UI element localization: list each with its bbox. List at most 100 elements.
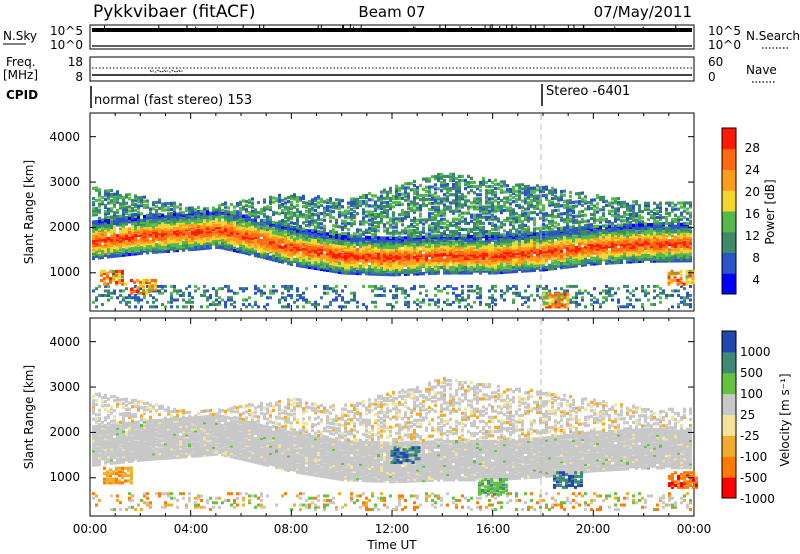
power-cell bbox=[341, 263, 344, 268]
power-cell bbox=[320, 263, 323, 268]
power-cell bbox=[290, 200, 293, 205]
power-cell bbox=[290, 296, 293, 300]
power-cell bbox=[290, 293, 293, 297]
power-cell bbox=[323, 218, 326, 222]
power-cell bbox=[473, 300, 476, 304]
power-cell bbox=[377, 196, 380, 200]
power-cell bbox=[188, 237, 191, 241]
power-cell bbox=[101, 235, 104, 240]
power-cell bbox=[125, 247, 128, 252]
power-cell bbox=[419, 198, 422, 202]
power-cell bbox=[113, 221, 116, 226]
power-cell bbox=[491, 221, 494, 225]
power-cell bbox=[284, 244, 287, 249]
power-cell bbox=[278, 232, 281, 236]
power-cell bbox=[329, 199, 332, 203]
power-cell bbox=[323, 262, 326, 267]
power-cell bbox=[299, 212, 302, 216]
freq-dropout-mark bbox=[156, 69, 159, 72]
power-cell bbox=[305, 263, 308, 267]
power-cell bbox=[476, 284, 479, 288]
power-cell bbox=[92, 207, 95, 211]
power-cell bbox=[173, 287, 176, 291]
power-cell bbox=[140, 247, 143, 252]
power-cell bbox=[320, 203, 323, 208]
power-cell bbox=[206, 305, 209, 309]
power-cell bbox=[332, 267, 335, 272]
power-cell bbox=[521, 191, 524, 195]
power-cell bbox=[470, 305, 473, 309]
power-cell bbox=[203, 284, 206, 288]
power-cell bbox=[197, 205, 200, 210]
power-cell bbox=[428, 303, 431, 307]
power-cell bbox=[146, 249, 149, 253]
power-cell bbox=[455, 254, 458, 259]
power-cell bbox=[215, 241, 218, 246]
power-cell bbox=[308, 229, 311, 233]
power-cell bbox=[167, 247, 170, 252]
power-cell bbox=[107, 249, 110, 253]
power-cell bbox=[329, 247, 332, 251]
power-cell bbox=[524, 263, 527, 268]
power-cell bbox=[113, 198, 116, 203]
power-cell bbox=[167, 206, 170, 210]
power-cell bbox=[182, 230, 185, 234]
power-cell bbox=[272, 258, 275, 262]
power-cell bbox=[164, 242, 167, 246]
power-cell bbox=[305, 236, 308, 240]
power-cell bbox=[221, 215, 224, 219]
power-cell bbox=[218, 300, 221, 304]
power-cell bbox=[275, 247, 278, 252]
power-cell bbox=[431, 185, 434, 189]
power-cell bbox=[269, 221, 272, 225]
power-cell bbox=[167, 238, 170, 242]
power-cell bbox=[125, 244, 128, 248]
power-cell bbox=[236, 216, 239, 221]
power-cell bbox=[545, 218, 548, 222]
power-cell bbox=[398, 200, 401, 205]
power-cell bbox=[119, 219, 122, 223]
power-cell bbox=[206, 289, 209, 293]
power-cell bbox=[503, 219, 506, 223]
power-cell bbox=[317, 247, 320, 251]
power-cell bbox=[359, 232, 362, 236]
power-cell bbox=[155, 209, 158, 213]
power-cell bbox=[416, 202, 419, 206]
power-cell bbox=[137, 196, 140, 200]
power-cell bbox=[101, 252, 104, 256]
power-cell bbox=[224, 209, 227, 213]
power-cell bbox=[557, 202, 560, 206]
power-cell bbox=[143, 247, 146, 251]
power-cell bbox=[503, 196, 506, 200]
power-cell bbox=[161, 291, 164, 295]
power-cell bbox=[92, 242, 95, 246]
power-cell bbox=[266, 205, 269, 209]
power-cell bbox=[491, 227, 494, 232]
power-cell bbox=[152, 250, 155, 254]
power-cell bbox=[239, 237, 242, 241]
power-cell bbox=[452, 172, 455, 176]
power-cell bbox=[104, 240, 107, 245]
power-cell bbox=[134, 244, 137, 249]
power-cell bbox=[134, 243, 137, 247]
power-cell bbox=[308, 258, 311, 262]
power-cell bbox=[419, 300, 422, 304]
power-cell bbox=[107, 218, 110, 223]
power-cell bbox=[413, 255, 416, 260]
power-cell bbox=[341, 254, 344, 259]
power-cell bbox=[560, 226, 563, 230]
power-cell bbox=[185, 206, 188, 211]
power-cell bbox=[167, 234, 170, 239]
power-cell bbox=[308, 254, 311, 259]
power-cell bbox=[293, 248, 296, 253]
power-cell bbox=[224, 201, 227, 205]
power-cell bbox=[131, 216, 134, 220]
power-cell bbox=[119, 251, 122, 256]
power-cell bbox=[233, 243, 236, 247]
power-cell bbox=[137, 242, 140, 247]
freq-panel: Freq. [MHz] 18 8 60 0 Nave bbox=[3, 55, 777, 84]
power-cell bbox=[194, 232, 197, 237]
power-cell bbox=[518, 213, 521, 218]
power-cell bbox=[308, 220, 311, 224]
power-cell bbox=[494, 265, 497, 270]
